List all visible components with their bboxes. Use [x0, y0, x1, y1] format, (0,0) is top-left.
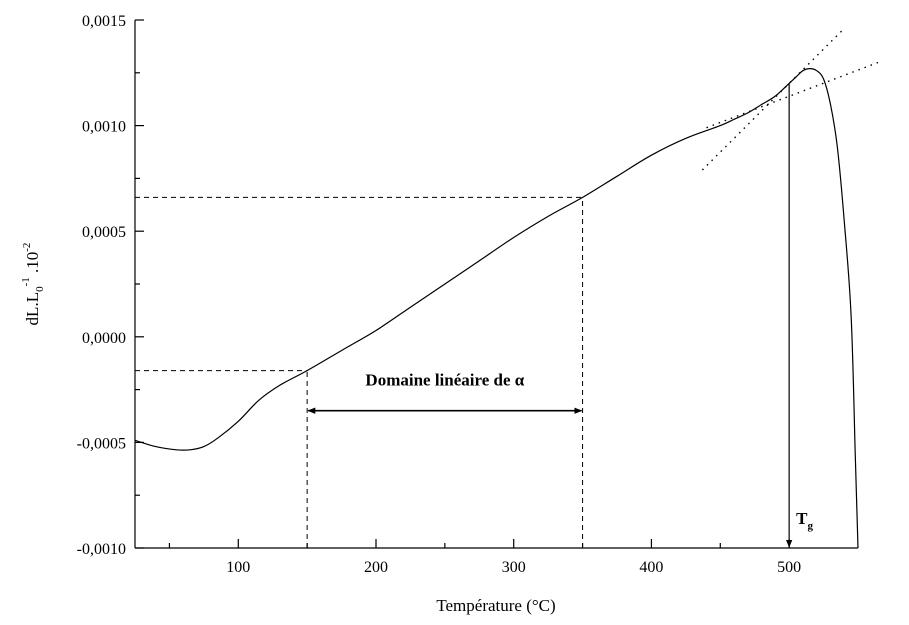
tg-label: Tg — [796, 509, 813, 532]
alpha-range-label: Domaine linéaire de α — [365, 370, 524, 389]
y-axis-title: dL.L0-1 .10-2 — [20, 243, 46, 326]
x-tick-label-200: 200 — [364, 559, 388, 576]
tangent-line-1 — [701, 27, 845, 171]
axes — [134, 20, 858, 549]
y-axis-title-sup1: -1 — [20, 277, 32, 286]
x-axis-title: Température (°C) — [436, 596, 555, 615]
y-tick-label-5: 0,0015 — [82, 13, 126, 30]
y-tick-label-4: 0,0010 — [82, 119, 126, 136]
y-axis-title-base1: dL.L — [23, 292, 42, 326]
x-tick-label-400: 400 — [639, 559, 663, 576]
x-tick-label-100: 100 — [226, 559, 250, 576]
tg-label-main: T — [796, 509, 808, 528]
tg-label-sub: g — [807, 520, 813, 532]
y-tick-label-2: 0,0000 — [82, 330, 126, 347]
x-ticks: 100 200 300 400 500 — [168, 539, 801, 576]
y-axis-title-sub: 0 — [34, 286, 46, 292]
x-tick-label-300: 300 — [502, 559, 526, 576]
y-tick-label-3: 0,0005 — [82, 224, 126, 241]
x-tick-label-500: 500 — [777, 559, 801, 576]
annotations: Domaine linéaire de α Tg — [307, 83, 813, 548]
y-axis-title-sup2: -2 — [21, 243, 33, 252]
y-axis-title-base2: .10 — [23, 252, 42, 278]
tangent-line-0 — [706, 61, 879, 129]
plot-area — [134, 27, 879, 549]
y-tick-label-0: -0,0010 — [77, 541, 126, 558]
y-ticks: -0,0010 -0,0005 0,0000 0,0005 0,0010 0,0015 — [77, 13, 144, 558]
y-tick-label-1: -0,0005 — [77, 435, 126, 452]
series-line-0 — [134, 67, 859, 549]
